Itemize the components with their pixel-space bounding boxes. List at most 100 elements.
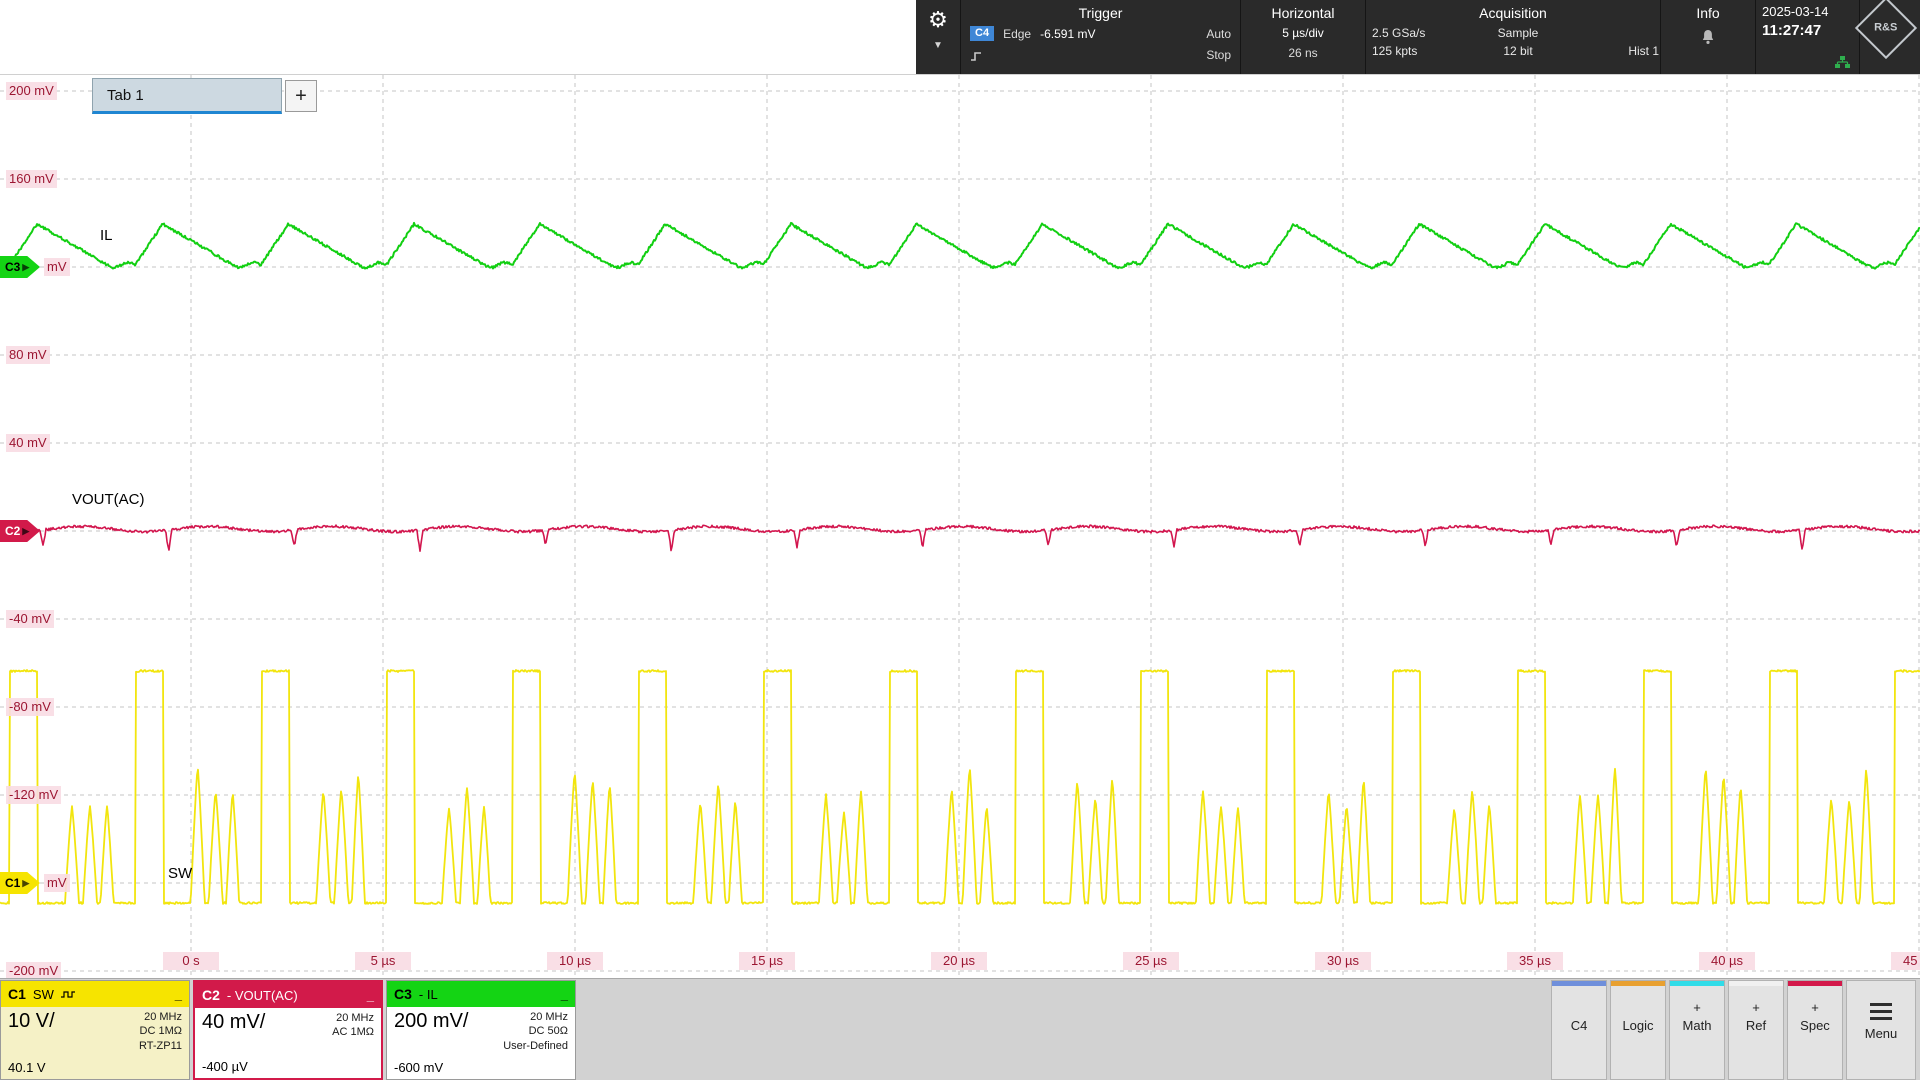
chevron-down-icon[interactable]: ▼: [933, 40, 943, 51]
channel-c2-offset: -400 µV: [202, 1059, 248, 1074]
bottom-bar: C1 SW _ 10 V/ 20 MHz DC 1MΩ RT-ZP11 40.1…: [0, 978, 1920, 1080]
acquisition-mode: Sample: [1497, 26, 1539, 40]
channel-badge-c2[interactable]: C2 ▶: [0, 520, 40, 542]
badge-arrow-icon: ▶: [22, 261, 30, 272]
menu-button[interactable]: Menu: [1846, 980, 1916, 1080]
channel-c1-id: C1: [8, 986, 26, 1002]
clock-panel: 2025-03-14 11:27:47: [1755, 0, 1859, 74]
channel-badge-c3[interactable]: C3 ▶: [0, 256, 40, 278]
add-tab-button[interactable]: +: [285, 80, 317, 112]
channel-c3-offset: -600 mV: [394, 1060, 444, 1075]
network-icon: [1835, 56, 1850, 68]
add-math-button[interactable]: + Math: [1669, 980, 1725, 1080]
waveform-c3-il: [0, 221, 1920, 270]
logo-area: R&S: [1854, 0, 1920, 74]
add-spec-button[interactable]: + Spec: [1787, 980, 1843, 1080]
channel-c2-coupling: AC 1MΩ: [332, 1026, 374, 1039]
gear-icon[interactable]: ⚙: [928, 7, 948, 32]
channel-c2-header[interactable]: C2 - VOUT(AC) _: [195, 982, 381, 1008]
x-axis-label: 10 µs: [547, 952, 603, 970]
badge-arrow-icon: ▶: [22, 877, 30, 888]
channel-c2-id: C2: [202, 987, 220, 1003]
channel-c3-coupling: DC 50Ω: [528, 1025, 568, 1038]
channel-c2-name: - VOUT(AC): [226, 987, 298, 1003]
x-axis-label: 0 s: [163, 952, 219, 970]
badge-arrow-icon: ▶: [22, 525, 30, 536]
wave-label-vout: VOUT(AC): [72, 491, 145, 508]
side-buttons: C4 Logic + Math + Ref + Spec Menu: [1548, 979, 1916, 1080]
time-text: 11:27:47: [1762, 22, 1822, 39]
channel-c3-name: - IL: [418, 986, 438, 1002]
x-axis-label: 20 µs: [931, 952, 987, 970]
channel-c1-scale: 10 V/: [8, 1010, 55, 1032]
channel-c1-header[interactable]: C1 SW _: [1, 981, 189, 1007]
info-title: Info: [1696, 5, 1720, 21]
channel-box-c3[interactable]: C3 - IL _ 200 mV/ 20 MHz DC 50Ω User-Def…: [386, 980, 576, 1080]
squarewave-icon: [60, 990, 75, 998]
trigger-type: Edge: [1003, 26, 1032, 41]
horizontal-panel[interactable]: Horizontal 5 µs/div 26 ns: [1240, 0, 1365, 74]
y-axis-label: 80 mV: [6, 346, 50, 364]
channel-box-c1[interactable]: C1 SW _ 10 V/ 20 MHz DC 1MΩ RT-ZP11 40.1…: [0, 980, 190, 1080]
waveform-c2-vout: [0, 524, 1920, 553]
plot-area: Tab 1 + IL VOUT(AC) SW 200 mV 160 mV mV 80 …: [0, 74, 1920, 978]
y-axis-label: -120 mV: [6, 786, 62, 804]
channel-c1-body: 10 V/ 20 MHz DC 1MΩ RT-ZP11 40.1 V: [1, 1007, 189, 1079]
y-axis-label: 200 mV: [6, 82, 57, 100]
channel-c3-bandwidth: 20 MHz: [530, 1011, 568, 1023]
wave-label-sw: SW: [168, 865, 193, 882]
time-resolution: 26 ns: [1288, 46, 1318, 60]
trigger-panel[interactable]: Trigger C4 Edge -6.591 mV Auto Stop: [960, 0, 1240, 74]
info-panel[interactable]: Info: [1660, 0, 1755, 74]
history-count: Hist 1: [1628, 44, 1659, 58]
trigger-mode: Auto: [1206, 26, 1231, 41]
trigger-source-badge[interactable]: C4: [970, 26, 995, 41]
y-axis-label: -40 mV: [6, 610, 54, 628]
channel-c2-body: 40 mV/ 20 MHz AC 1MΩ -400 µV: [195, 1008, 381, 1078]
channel-c1-probe: RT-ZP11: [139, 1039, 182, 1052]
x-axis-label: 15 µs: [739, 952, 795, 970]
bell-icon[interactable]: [1700, 29, 1716, 46]
channel-badge-c1[interactable]: C1 ▶: [0, 872, 40, 894]
record-length: 125 kpts: [1372, 44, 1418, 58]
trigger-title: Trigger: [1078, 5, 1123, 21]
channel-c2-bandwidth: 20 MHz: [336, 1012, 374, 1024]
run-state: Stop: [1206, 47, 1231, 62]
acquisition-panel[interactable]: Acquisition 2.5 GSa/s Sample 125 kpts 12…: [1365, 0, 1660, 74]
add-ref-button[interactable]: + Ref: [1728, 980, 1784, 1080]
y-axis-label: mV: [44, 258, 70, 276]
channel-c1-coupling: DC 1MΩ: [139, 1025, 182, 1038]
date-text: 2025-03-14: [1762, 4, 1829, 19]
channel-c3-header[interactable]: C3 - IL _: [387, 981, 575, 1007]
minimize-button[interactable]: _: [174, 986, 182, 1002]
waveform-canvas: [0, 75, 1920, 978]
channel-box-c2[interactable]: C2 - VOUT(AC) _ 40 mV/ 20 MHz AC 1MΩ -40…: [193, 980, 383, 1080]
waveform-c1-sw: [0, 669, 1920, 905]
minimize-button[interactable]: _: [560, 986, 568, 1002]
x-axis-label: 45 µs: [1891, 952, 1920, 970]
spec-accent-strip: [1788, 981, 1842, 986]
y-axis-label: mV: [44, 874, 70, 892]
settings-button[interactable]: ⚙ ▼: [916, 0, 960, 74]
hamburger-icon: [1870, 1003, 1892, 1020]
y-axis-label: -80 mV: [6, 698, 54, 716]
channel-c3-scale: 200 mV/: [394, 1010, 469, 1032]
math-accent-strip: [1670, 981, 1724, 986]
y-axis-label: 40 mV: [6, 434, 50, 452]
tab-1[interactable]: Tab 1: [92, 78, 282, 114]
channel-c3-id: C3: [394, 986, 412, 1002]
channel-c3-probe: User-Defined: [503, 1039, 568, 1052]
y-axis-label: -200 mV: [6, 962, 62, 978]
x-axis-label: 40 µs: [1699, 952, 1755, 970]
x-axis-label: 30 µs: [1315, 952, 1371, 970]
status-panel: ⚙ ▼ Trigger C4 Edge -6.591 mV Auto Stop …: [916, 0, 1920, 74]
tab-bar: Tab 1 +: [92, 78, 317, 114]
ref-accent-strip: [1729, 981, 1783, 986]
logic-button[interactable]: Logic: [1610, 980, 1666, 1080]
c4-button[interactable]: C4: [1551, 980, 1607, 1080]
minimize-button[interactable]: _: [366, 987, 374, 1003]
logic-accent-strip: [1611, 981, 1665, 986]
wave-label-il: IL: [100, 227, 113, 244]
top-bar: ⚙ ▼ Trigger C4 Edge -6.591 mV Auto Stop …: [0, 0, 1920, 74]
rs-logo: R&S: [1854, 0, 1918, 60]
